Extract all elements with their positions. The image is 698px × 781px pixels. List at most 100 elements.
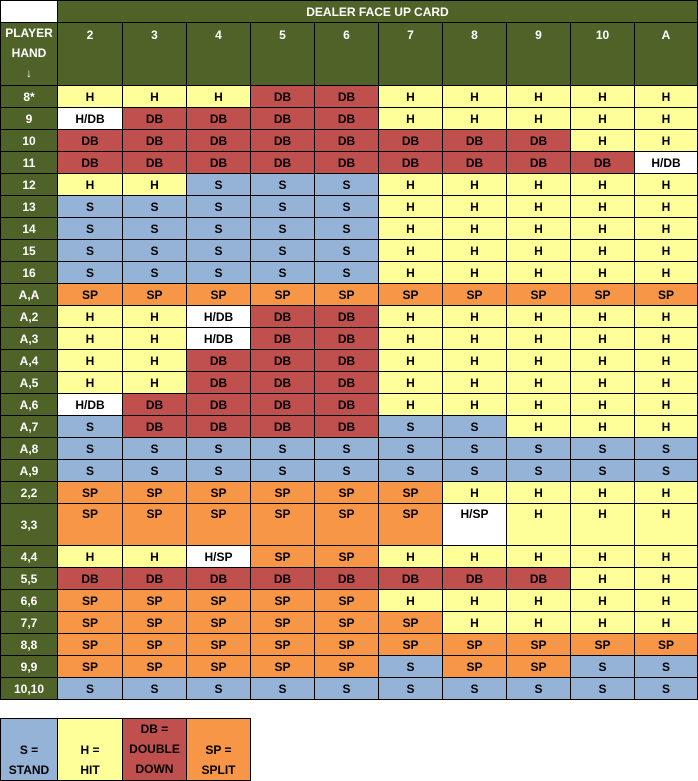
strategy-cell: H xyxy=(634,567,698,590)
dealer-card: A xyxy=(634,22,698,86)
player-hand: 2,2 xyxy=(0,481,58,504)
strategy-cell: S xyxy=(57,217,123,240)
strategy-cell: SP xyxy=(314,611,379,634)
strategy-cell: S xyxy=(57,261,123,284)
player-hand: 10 xyxy=(0,129,58,152)
strategy-cell: DB xyxy=(186,393,251,416)
strategy-cell: H xyxy=(378,371,443,394)
strategy-cell: SP xyxy=(378,611,443,634)
strategy-cell: S xyxy=(57,195,123,218)
player-hand: 11 xyxy=(0,151,58,174)
player-hand: A,9 xyxy=(0,459,58,482)
strategy-cell: S xyxy=(442,437,507,460)
strategy-cell: S xyxy=(122,195,187,218)
player-hand: 4,4 xyxy=(0,545,58,568)
legend-item: SP = SPLIT xyxy=(186,718,251,781)
strategy-cell: DB xyxy=(442,151,507,174)
strategy-cell: DB xyxy=(186,151,251,174)
strategy-cell: SP xyxy=(250,589,315,612)
strategy-cell: DB xyxy=(186,107,251,130)
strategy-cell: H/DB xyxy=(186,327,251,350)
strategy-cell: H xyxy=(634,305,698,328)
strategy-cell: S xyxy=(250,173,315,196)
strategy-cell: H xyxy=(634,217,698,240)
strategy-cell: H xyxy=(442,173,507,196)
player-hand-header: PLAYER HAND ↓ xyxy=(0,22,58,86)
strategy-cell: S xyxy=(186,677,251,700)
strategy-cell: S xyxy=(570,459,635,482)
strategy-cell: S xyxy=(570,655,635,678)
strategy-cell: H xyxy=(506,349,571,372)
legend-item: H = HIT xyxy=(57,718,123,781)
strategy-cell: S xyxy=(186,459,251,482)
strategy-cell: H xyxy=(506,503,571,546)
strategy-cell: S xyxy=(378,655,443,678)
strategy-cell: S xyxy=(250,217,315,240)
strategy-cell: S xyxy=(122,217,187,240)
strategy-cell: H xyxy=(442,107,507,130)
player-hand: 10,10 xyxy=(0,677,58,700)
strategy-cell: S xyxy=(57,415,123,438)
strategy-cell: DB xyxy=(122,129,187,152)
player-hand: 8* xyxy=(0,85,58,108)
strategy-cell: H xyxy=(506,371,571,394)
strategy-cell: S xyxy=(378,459,443,482)
strategy-cell: S xyxy=(122,677,187,700)
strategy-cell: S xyxy=(506,437,571,460)
strategy-cell: H xyxy=(57,349,123,372)
strategy-cell: H xyxy=(634,85,698,108)
player-hand: A,6 xyxy=(0,393,58,416)
strategy-cell: H xyxy=(378,195,443,218)
strategy-cell: H xyxy=(634,481,698,504)
strategy-cell: S xyxy=(634,437,698,460)
dealer-card: 3 xyxy=(122,22,187,86)
strategy-cell: H xyxy=(506,393,571,416)
strategy-cell: H xyxy=(378,589,443,612)
player-hand: 7,7 xyxy=(0,611,58,634)
strategy-cell: S xyxy=(378,677,443,700)
strategy-cell: SP xyxy=(314,655,379,678)
strategy-cell: H xyxy=(122,371,187,394)
strategy-cell: SP xyxy=(250,655,315,678)
strategy-cell: DB xyxy=(250,349,315,372)
strategy-cell: DB xyxy=(314,305,379,328)
strategy-cell: SP xyxy=(122,633,187,656)
strategy-cell: DB xyxy=(122,151,187,174)
strategy-cell: SP xyxy=(186,481,251,504)
strategy-cell: SP xyxy=(634,283,698,306)
strategy-cell: H xyxy=(634,173,698,196)
strategy-cell: SP xyxy=(506,655,571,678)
strategy-cell: H xyxy=(634,545,698,568)
strategy-cell: H xyxy=(570,261,635,284)
player-hand: 12 xyxy=(0,173,58,196)
strategy-cell: H xyxy=(570,327,635,350)
strategy-cell: H xyxy=(506,85,571,108)
strategy-cell: H xyxy=(634,349,698,372)
strategy-cell: S xyxy=(250,459,315,482)
strategy-cell: H xyxy=(570,393,635,416)
strategy-cell: DB xyxy=(314,151,379,174)
strategy-cell: S xyxy=(634,655,698,678)
strategy-cell: SP xyxy=(57,589,123,612)
strategy-cell: SP xyxy=(57,611,123,634)
strategy-cell: DB xyxy=(186,371,251,394)
strategy-cell: S xyxy=(634,677,698,700)
strategy-cell: H xyxy=(570,589,635,612)
strategy-cell: H xyxy=(506,239,571,262)
strategy-cell: DB xyxy=(250,393,315,416)
strategy-cell: H xyxy=(186,85,251,108)
strategy-cell: H xyxy=(570,173,635,196)
strategy-cell: H xyxy=(570,545,635,568)
strategy-cell: H xyxy=(378,239,443,262)
strategy-cell: DB xyxy=(57,129,123,152)
strategy-cell: H xyxy=(570,503,635,546)
strategy-cell: H xyxy=(442,239,507,262)
strategy-cell: H xyxy=(506,173,571,196)
strategy-cell: H xyxy=(570,195,635,218)
strategy-cell: H xyxy=(634,107,698,130)
strategy-cell: SP xyxy=(378,283,443,306)
strategy-cell: H xyxy=(442,217,507,240)
strategy-cell: H xyxy=(570,567,635,590)
dealer-card: 7 xyxy=(378,22,443,86)
strategy-cell: DB xyxy=(250,567,315,590)
